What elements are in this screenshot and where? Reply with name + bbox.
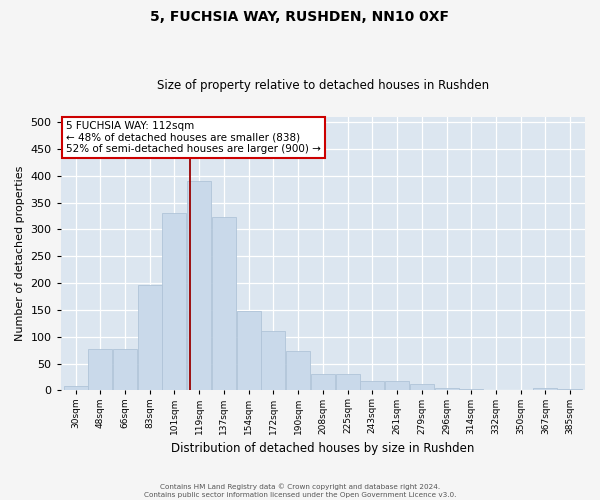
Title: Size of property relative to detached houses in Rushden: Size of property relative to detached ho… [157,79,489,92]
Text: 5, FUCHSIA WAY, RUSHDEN, NN10 0XF: 5, FUCHSIA WAY, RUSHDEN, NN10 0XF [151,10,449,24]
Bar [138,284,162,391]
Bar [558,388,582,390]
Bar [163,214,187,390]
Bar [236,311,260,390]
Bar [311,374,335,390]
Bar [212,217,236,390]
Bar [533,388,557,390]
Bar [335,374,359,390]
Bar [410,384,434,390]
Bar [64,386,88,390]
Bar [385,380,409,390]
Bar [434,388,458,390]
Bar [262,332,286,390]
Bar [361,381,385,390]
Text: 5 FUCHSIA WAY: 112sqm
← 48% of detached houses are smaller (838)
52% of semi-det: 5 FUCHSIA WAY: 112sqm ← 48% of detached … [66,121,321,154]
Bar [187,181,211,390]
Bar [88,348,112,391]
Bar [113,348,137,391]
Y-axis label: Number of detached properties: Number of detached properties [15,166,25,341]
Bar [286,351,310,391]
X-axis label: Distribution of detached houses by size in Rushden: Distribution of detached houses by size … [171,442,475,455]
Text: Contains HM Land Registry data © Crown copyright and database right 2024.
Contai: Contains HM Land Registry data © Crown c… [144,484,456,498]
